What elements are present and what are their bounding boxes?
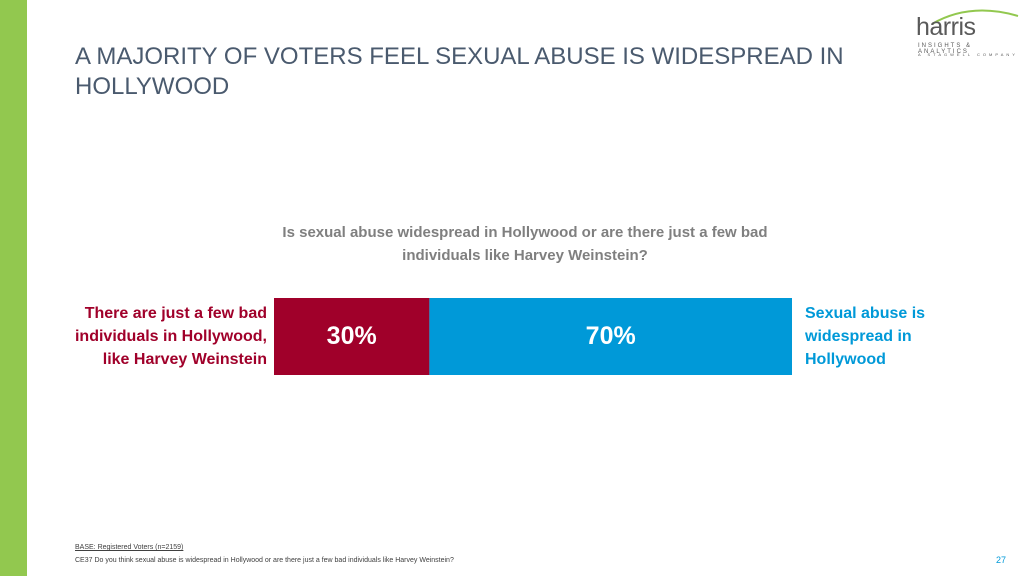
bar-segment	[274, 298, 430, 375]
logo-name: harris	[916, 13, 976, 41]
chart-subtitle: Is sexual abuse widespread in Hollywood …	[282, 224, 768, 264]
footnote-question: CE37 Do you think sexual abuse is widesp…	[75, 557, 454, 564]
footnote-base: BASE: Registered Voters (n=2159)	[75, 544, 184, 551]
slide-title: A MAJORITY OF VOTERS FEEL SEXUAL ABUSE I…	[75, 43, 844, 100]
page-number: 27	[996, 555, 1007, 565]
logo-arc	[931, 9, 1019, 25]
logo-tagline: INSIGHTS & ANALYTICS	[918, 43, 973, 55]
logo-parent: A STAGWELL COMPANY	[918, 52, 1018, 57]
legend-label: Sexual abuse is widespread in Hollywood	[805, 305, 926, 368]
side-stripe	[0, 0, 27, 576]
value-label: 70%	[586, 322, 636, 350]
bar-segment	[429, 298, 792, 375]
value-label: 30%	[327, 322, 377, 350]
legend-label: There are just a few bad individuals in …	[74, 305, 267, 368]
